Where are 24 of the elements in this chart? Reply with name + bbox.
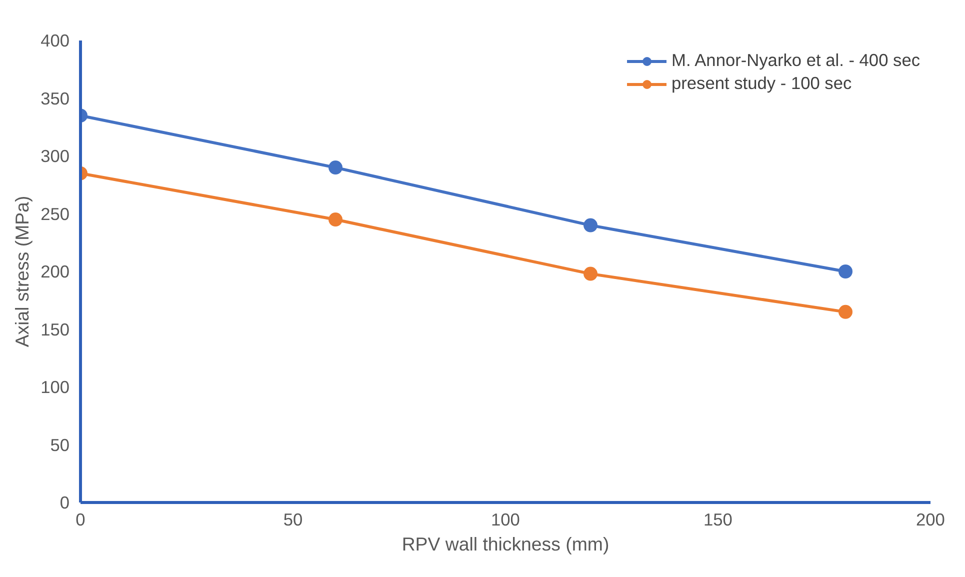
x-tick-label: 150 [704,510,732,530]
x-axis-title: RPV wall thickness (mm) [402,534,610,554]
point [328,212,342,227]
y-tick-label: 100 [40,377,70,397]
x-tick-label: 50 [283,510,303,530]
point [584,218,598,232]
point [328,160,342,175]
y-tick-label: 200 [40,262,70,282]
y-tick-label: 150 [40,319,70,340]
y-tick-label: 350 [40,88,70,108]
point [838,304,852,319]
x-tick-label: 200 [916,510,945,530]
y-tick-label: 300 [40,146,70,166]
x-tick-label: 100 [491,510,520,530]
y-tick-label: 50 [50,434,70,455]
y-tick-label: 400 [40,30,70,50]
y-axis-title: Axial stress (MPa) [12,196,33,348]
y-tick-label: 250 [40,204,70,224]
point [838,264,852,278]
y-tick-label: 0 [60,492,70,512]
x-tick-label: 0 [76,510,86,530]
legend-label: present study - 100 sec [672,73,852,94]
point [584,266,598,281]
legend-label: M. Annor-Nyarko et al. - 400 sec [672,50,920,71]
